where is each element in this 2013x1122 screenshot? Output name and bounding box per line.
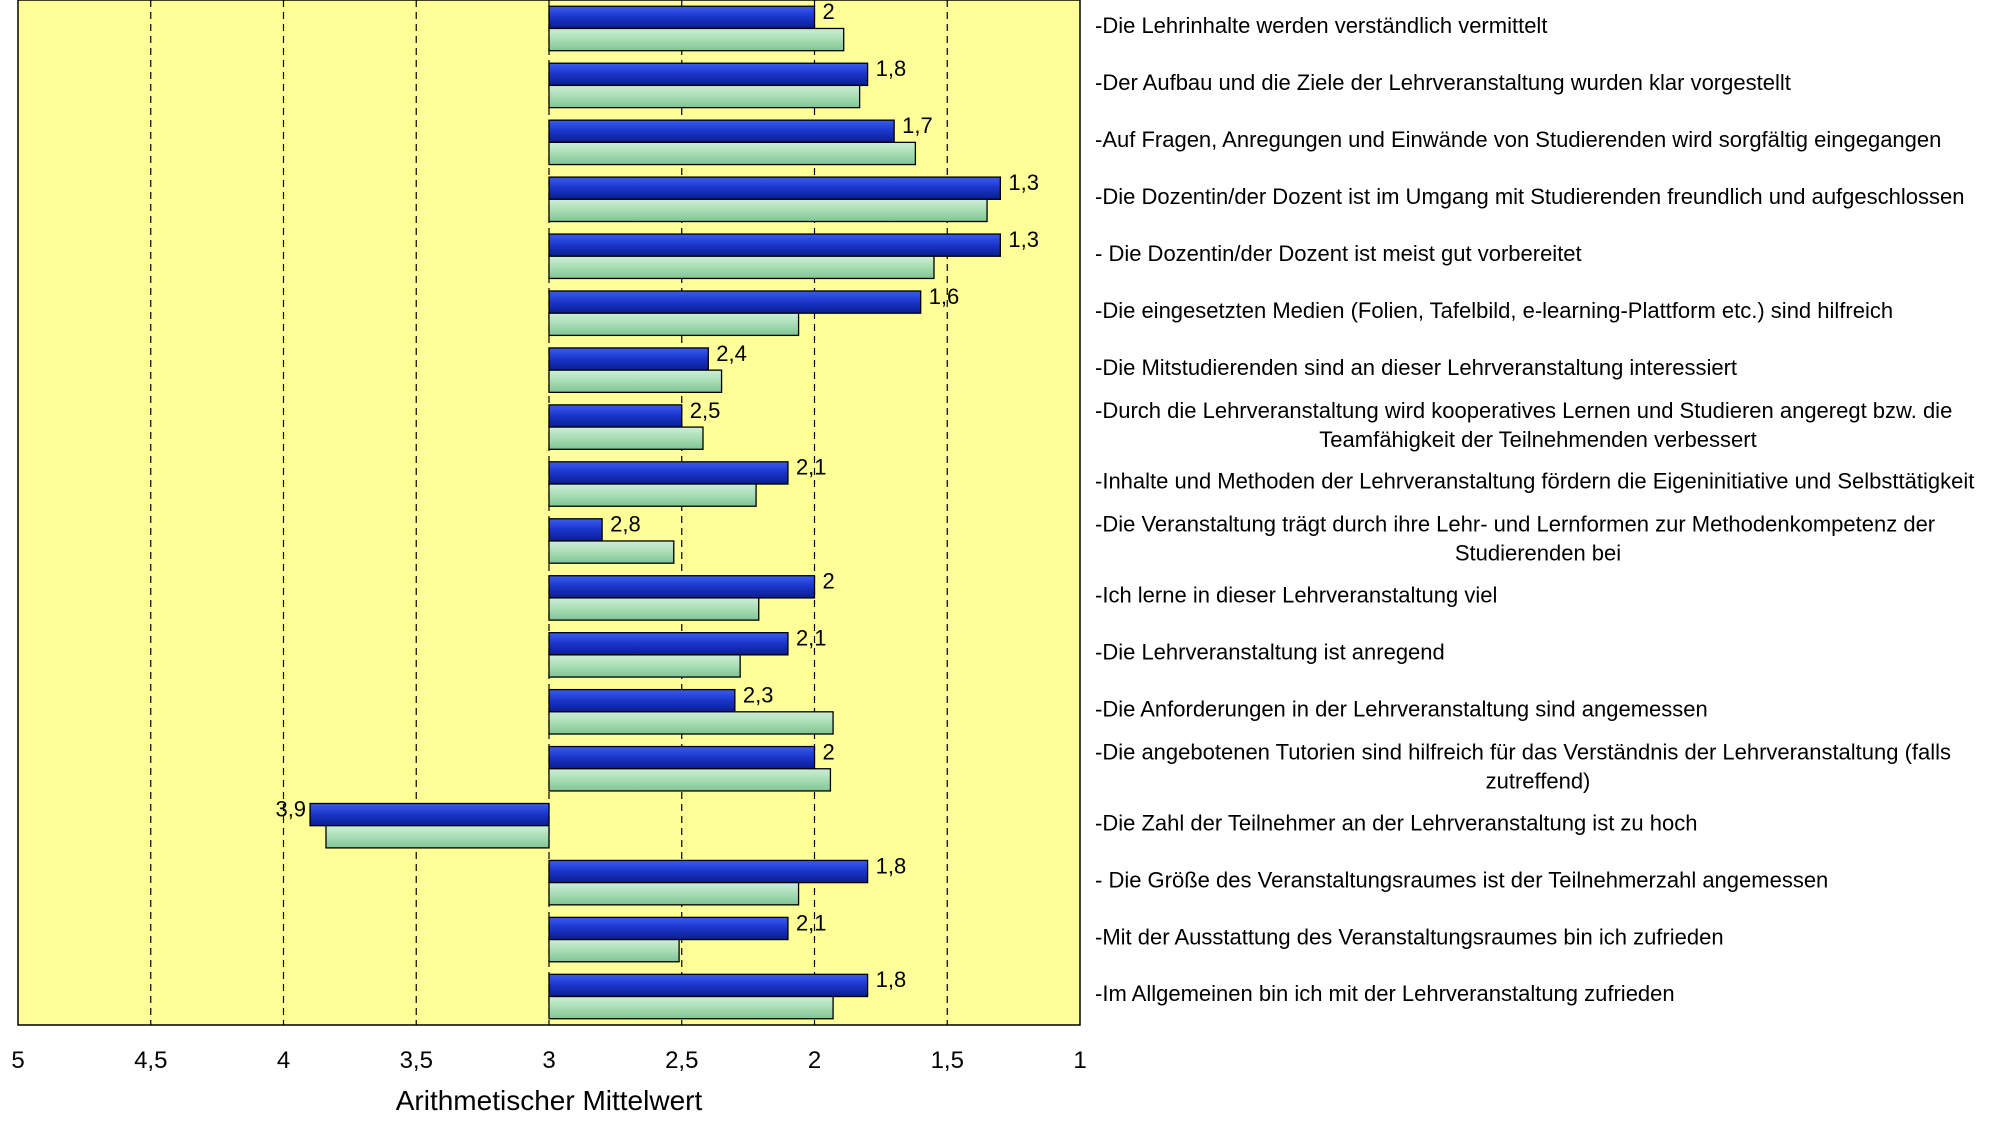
bar-series-2 [548, 369, 723, 393]
bar-series-1 [548, 916, 789, 941]
bar-series-1 [548, 518, 603, 542]
bar-series-1 [548, 745, 816, 770]
bars: 2 1,8 1,7 1,3 1,3 1,6 2,4 2,5 2,1 2,8 2 2,1 2,3 2 3,9 1… [275, 0, 1039, 1020]
data-label: 1,8 [876, 853, 907, 878]
bar-series-1 [548, 290, 922, 314]
bar-series-1 [548, 632, 789, 656]
data-label: 1,6 [929, 284, 960, 309]
data-label: 2,8 [610, 512, 641, 537]
gridlines [150, 0, 948, 1025]
bar-series-1 [548, 176, 1002, 200]
x-tick-label: 1,5 [931, 1047, 964, 1074]
data-label: 3,9 [275, 796, 306, 821]
x-axis-ticks: 5 4,5 4 3,5 3 2,5 2 1,5 1 [11, 1047, 1086, 1074]
data-label: 1,3 [1008, 227, 1039, 252]
bar-series-2 [548, 312, 800, 337]
bar-series-2 [548, 426, 704, 450]
bar-series-2 [548, 255, 935, 280]
bar-series-2 [548, 881, 800, 906]
category-label: -Die angebotenen Tutorien sind hilfreich… [1095, 739, 1951, 764]
bar-series-1 [548, 119, 895, 144]
category-label: -Die Anforderungen in der Lehrveranstalt… [1095, 696, 1708, 721]
category-label-line2: Studierenden bei [1455, 541, 1621, 566]
bar-series-2 [548, 597, 760, 621]
category-labels: -Die Lehrinhalte werden verständlich ver… [1095, 13, 1974, 1006]
data-label: 1,8 [876, 56, 907, 81]
data-label: 2,4 [716, 341, 747, 366]
bar-series-2 [548, 483, 757, 507]
category-label: -Mit der Ausstattung des Veranstaltungsr… [1095, 924, 1724, 949]
x-tick-label: 3,5 [400, 1047, 433, 1074]
bar-series-1 [309, 802, 550, 827]
category-label: -Die Veranstaltung trägt durch ihre Lehr… [1095, 512, 1935, 537]
bar-series-2 [325, 825, 550, 849]
bar-series-2 [548, 27, 845, 52]
bar-series-1 [548, 347, 709, 371]
category-label: -Ich lerne in dieser Lehrveranstaltung v… [1095, 583, 1497, 608]
category-label: -Die Zahl der Teilnehmer an der Lehrvera… [1095, 810, 1697, 835]
data-label: 2 [823, 739, 835, 764]
data-label: 1,3 [1008, 170, 1039, 195]
data-label: 1,7 [902, 113, 933, 138]
category-label: -Die eingesetzten Medien (Folien, Tafelb… [1095, 298, 1893, 323]
bar-series-2 [548, 654, 741, 678]
bar-series-2 [548, 768, 832, 792]
category-label: -Im Allgemeinen bin ich mit der Lehrvera… [1095, 981, 1675, 1006]
category-label-line2: zutreffend) [1486, 768, 1591, 793]
bar-series-1 [548, 973, 869, 998]
data-label: 2 [823, 569, 835, 594]
bar-series-1 [548, 461, 789, 485]
bar-series-1 [548, 688, 736, 713]
bar-series-2 [548, 141, 917, 166]
data-label: 2,5 [690, 398, 721, 423]
bar-series-2 [548, 995, 834, 1020]
category-label: -Die Lehrinhalte werden verständlich ver… [1095, 13, 1547, 38]
bar-series-2 [548, 938, 680, 963]
category-label: -Durch die Lehrveranstaltung wird kooper… [1095, 398, 1952, 423]
data-label: 1,8 [876, 967, 907, 992]
x-tick-label: 4,5 [134, 1047, 167, 1074]
category-label: - Die Dozentin/der Dozent ist meist gut … [1095, 241, 1582, 266]
category-label: -Die Lehrveranstaltung ist anregend [1095, 640, 1445, 665]
category-label: -Inhalte und Methoden der Lehrveranstalt… [1095, 469, 1974, 494]
category-label: -Auf Fragen, Anregungen und Einwände von… [1095, 127, 1941, 152]
category-label-line2: Teamfähigkeit der Teilnehmenden verbesse… [1319, 427, 1756, 452]
x-tick-label: 2 [808, 1047, 821, 1074]
bar-series-1 [548, 233, 1002, 257]
data-label: 2,1 [796, 910, 827, 935]
category-label: - Die Größe des Veranstaltungsraumes ist… [1095, 867, 1828, 892]
bar-series-2 [548, 198, 988, 223]
x-tick-label: 4 [277, 1047, 290, 1074]
data-label: 2 [823, 0, 835, 24]
category-label: -Der Aufbau und die Ziele der Lehrverans… [1095, 70, 1791, 95]
bar-series-2 [548, 711, 834, 735]
x-axis-title: Arithmetischer Mittelwert [396, 1085, 703, 1116]
bar-series-2 [548, 540, 675, 564]
x-tick-label: 3 [542, 1047, 555, 1074]
x-tick-label: 5 [11, 1047, 24, 1074]
bar-series-1 [548, 859, 869, 884]
bar-series-2 [548, 84, 861, 109]
data-label: 2,1 [796, 455, 827, 480]
category-label: -Die Dozentin/der Dozent ist im Umgang m… [1095, 184, 1964, 209]
x-tick-label: 1 [1073, 1047, 1086, 1074]
bar-series-1 [548, 404, 683, 428]
bar-series-1 [548, 5, 816, 30]
bar-series-1 [548, 575, 816, 599]
category-label: -Die Mitstudierenden sind an dieser Lehr… [1095, 355, 1737, 380]
data-label: 2,1 [796, 626, 827, 651]
x-tick-label: 2,5 [665, 1047, 698, 1074]
bar-series-1 [548, 62, 869, 87]
data-label: 2,3 [743, 682, 774, 707]
